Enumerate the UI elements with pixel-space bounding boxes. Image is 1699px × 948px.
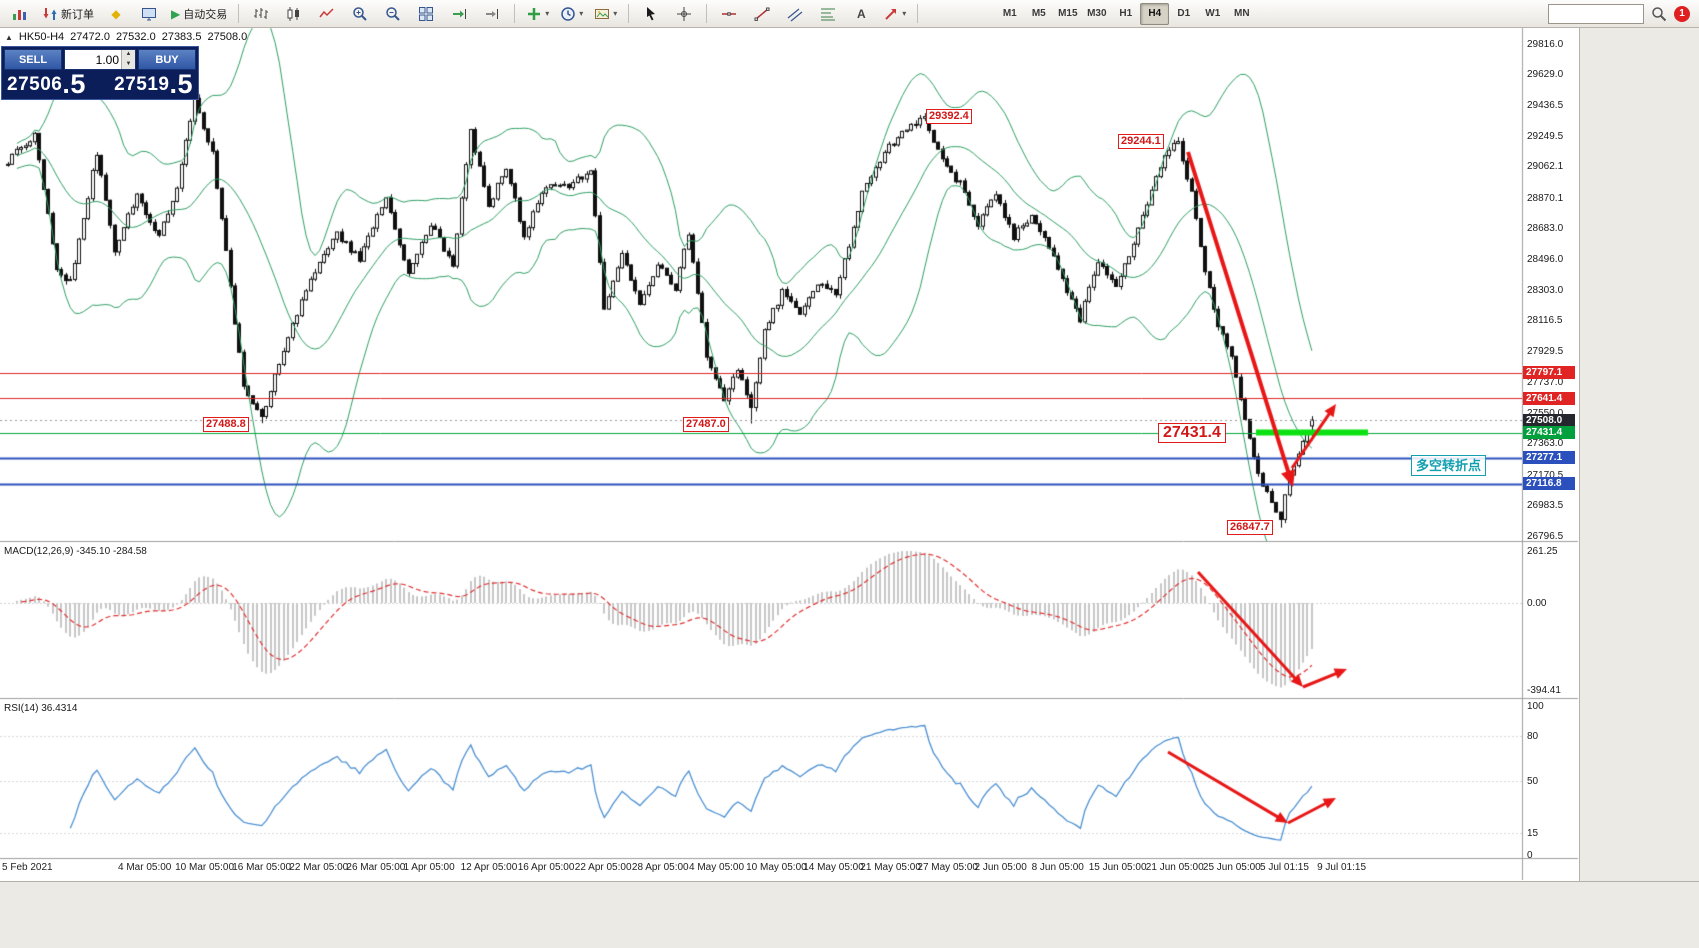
fibonacci-tool-button[interactable] (813, 2, 843, 26)
price-callout-label[interactable]: 27487.0 (683, 417, 729, 432)
one-click-toggle-icon[interactable]: ▲ (5, 32, 13, 42)
price-callout-label[interactable]: 29392.4 (926, 109, 972, 124)
auto-scroll-icon (453, 8, 467, 19)
templates-button[interactable]: ▾ (590, 2, 621, 26)
autotrading-button[interactable]: ▶ 自动交易 (167, 2, 231, 26)
toolbar: 新订单 ◆ ▶ 自动交易 ▾ ▾ ▾ (0, 0, 1699, 28)
cursor-button[interactable] (636, 2, 666, 26)
auto-scroll-button[interactable] (444, 2, 474, 26)
chevron-down-icon: ▾ (613, 9, 618, 18)
chevron-down-icon: ▾ (545, 9, 550, 18)
timeframe-button-m15[interactable]: M15 (1058, 7, 1078, 19)
toolbar-separator (628, 4, 630, 23)
timeframe-button-m5[interactable]: M5 (1031, 7, 1046, 19)
volume-value[interactable]: 1.00 (95, 53, 119, 67)
chevron-down-icon: ▾ (579, 9, 584, 18)
price-callout-label[interactable]: 29244.1 (1118, 134, 1164, 149)
indicators-button[interactable]: ▾ (522, 2, 553, 26)
arrows-tool-button[interactable]: ▾ (879, 2, 910, 26)
new-order-icon (43, 7, 57, 20)
trendline-tool-button[interactable] (747, 2, 777, 26)
metaeditor-button[interactable]: ◆ (101, 2, 131, 26)
zoom-out-button[interactable] (378, 2, 408, 26)
note-text-box[interactable]: 多空转折点 (1411, 455, 1487, 476)
new-order-label: 新订单 (61, 8, 94, 21)
search-area: 1 (1548, 3, 1690, 24)
channel-tool-button[interactable] (780, 2, 810, 26)
channel-icon (787, 8, 803, 21)
periods-button[interactable]: ▾ (556, 2, 587, 26)
price-callout-label[interactable]: 27488.8 (203, 417, 249, 432)
terminal-button[interactable] (134, 2, 164, 26)
terminal-icon (142, 7, 156, 20)
search-input[interactable] (1548, 3, 1644, 24)
bar-chart-type-button[interactable] (246, 2, 276, 26)
toolbar-separator (514, 4, 516, 23)
hline-tool-button[interactable] (714, 2, 744, 26)
text-tool-icon: A (856, 6, 866, 21)
zoom-in-button[interactable] (345, 2, 375, 26)
price-callout-label[interactable]: 26847.7 (1227, 520, 1273, 535)
buy-button[interactable]: BUY (138, 49, 196, 70)
zoom-out-icon (386, 6, 400, 21)
text-tool-button[interactable]: A (846, 2, 876, 26)
timeframe-button-h4[interactable]: H4 (1140, 2, 1170, 25)
volume-decrease-button[interactable]: ▼ (122, 59, 135, 69)
line-chart-icon (319, 7, 334, 17)
metaeditor-icon: ◆ (111, 6, 121, 21)
chart-shift-button[interactable] (477, 2, 507, 26)
timeframe-button-m30[interactable]: M30 (1087, 7, 1107, 19)
candle-chart-icon (287, 6, 300, 21)
autotrading-icon: ▶ (171, 6, 181, 21)
toolbar-separator (706, 4, 708, 23)
fibonacci-icon (821, 8, 836, 20)
crosshair-button[interactable] (669, 2, 699, 26)
toolbar-separator (917, 4, 919, 23)
new-order-button[interactable]: 新订单 (38, 2, 98, 26)
workspace-area (1579, 28, 1699, 881)
zoom-in-icon (353, 6, 367, 21)
status-strip (0, 881, 1699, 948)
timeframe-button-w1[interactable]: W1 (1205, 7, 1221, 19)
candle-chart-type-button[interactable] (279, 2, 309, 26)
line-chart-type-button[interactable] (312, 2, 342, 26)
price-callout-label[interactable]: 27431.4 (1158, 423, 1226, 443)
buy-price: 27519.5 (114, 69, 193, 99)
chevron-down-icon: ▾ (902, 9, 907, 18)
timeframe-button-m1[interactable]: M1 (1002, 7, 1017, 19)
autotrading-label: 自动交易 (183, 8, 228, 21)
search-icon[interactable] (1651, 6, 1667, 22)
timeframe-button-h1[interactable]: H1 (1119, 7, 1133, 19)
tile-windows-button[interactable] (411, 2, 441, 26)
bar-chart-icon (254, 7, 269, 19)
clock-icon (561, 6, 575, 21)
volume-increase-button[interactable]: ▲ (122, 50, 135, 60)
notification-badge[interactable]: 1 (1674, 5, 1690, 22)
volume-field[interactable]: 1.00 ▲ ▼ (64, 49, 136, 70)
arrow-tool-icon (885, 8, 897, 20)
sell-button[interactable]: SELL (4, 49, 62, 70)
trendline-icon (754, 7, 770, 21)
toolbar-separator (238, 4, 240, 23)
crosshair-icon (677, 6, 692, 21)
tile-windows-icon (419, 6, 434, 21)
timeframe-button-d1[interactable]: D1 (1177, 7, 1191, 19)
one-click-trading-panel: SELL 1.00 ▲ ▼ BUY 27506.5 27519.5 (1, 46, 199, 100)
market-watch-icon[interactable] (5, 2, 35, 26)
indicators-icon (528, 7, 541, 20)
horizontal-line-icon (722, 11, 737, 16)
template-image-icon (595, 8, 610, 19)
chart-shift-icon (486, 8, 499, 19)
timeframe-button-mn[interactable]: MN (1234, 7, 1250, 19)
timeframe-group: M1 M5 M15 M30 H1 H4 D1 W1 MN (995, 2, 1256, 25)
cursor-icon (647, 6, 656, 20)
sell-price: 27506.5 (7, 69, 86, 99)
